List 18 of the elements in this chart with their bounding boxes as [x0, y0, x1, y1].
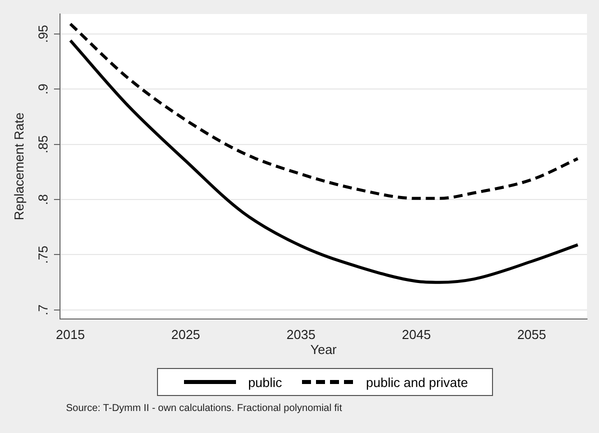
- y-tick-label: .75: [36, 246, 51, 264]
- source-note: Source: T-Dymm II - own calculations. Fractional polynomial fit: [66, 403, 342, 414]
- x-tick-label: 2025: [171, 327, 200, 342]
- y-tick-label: .8: [36, 194, 51, 205]
- line-series: [68, 39, 580, 284]
- legend-label: public: [248, 374, 282, 390]
- x-tick-label: 2045: [402, 327, 431, 342]
- y-tick-label: .85: [36, 135, 51, 154]
- legend-label: public and private: [366, 374, 468, 390]
- y-tick-label: .7: [36, 304, 51, 316]
- x-tick-label: 2035: [286, 327, 316, 342]
- y-axis-title: Replacement Rate: [11, 112, 26, 220]
- y-tick-label: .9: [36, 84, 51, 95]
- x-tick-label: 2055: [517, 327, 546, 342]
- line-series: [68, 22, 580, 200]
- y-tick-label: .95: [36, 24, 51, 43]
- x-axis-title: Year: [310, 342, 338, 357]
- x-tick-label: 2015: [56, 327, 85, 342]
